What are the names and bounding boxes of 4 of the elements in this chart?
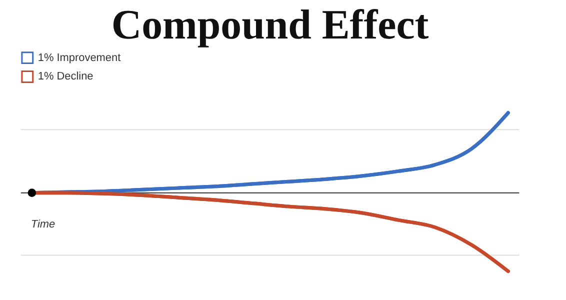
legend-label: 1% Decline [38, 70, 94, 83]
chart-title: Compound Effect [111, 2, 429, 48]
legend-label: 1% Improvement [38, 52, 121, 64]
annotation: Time [30, 218, 56, 231]
